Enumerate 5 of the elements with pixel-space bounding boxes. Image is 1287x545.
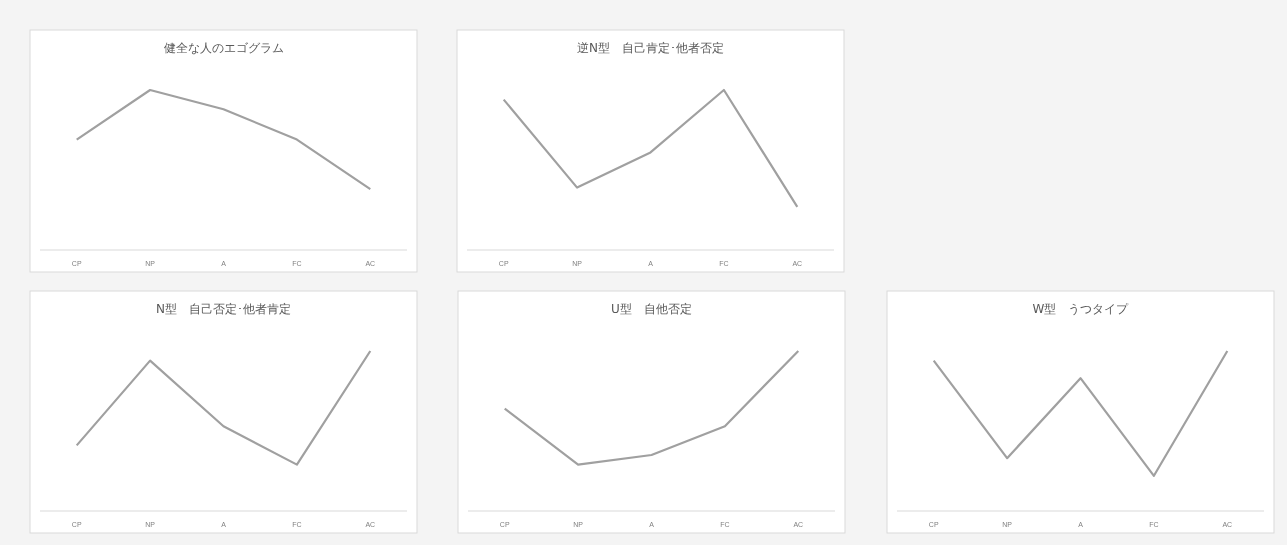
chart-title: 逆N型 自己肯定･他者否定 — [577, 41, 724, 55]
chart-title: 健全な人のエゴグラム — [163, 41, 284, 55]
chart-title: W型 うつタイプ — [1032, 302, 1130, 316]
chart-title: N型 自己否定･他者肯定 — [156, 302, 291, 316]
chart-title: U型 自他否定 — [611, 302, 692, 316]
